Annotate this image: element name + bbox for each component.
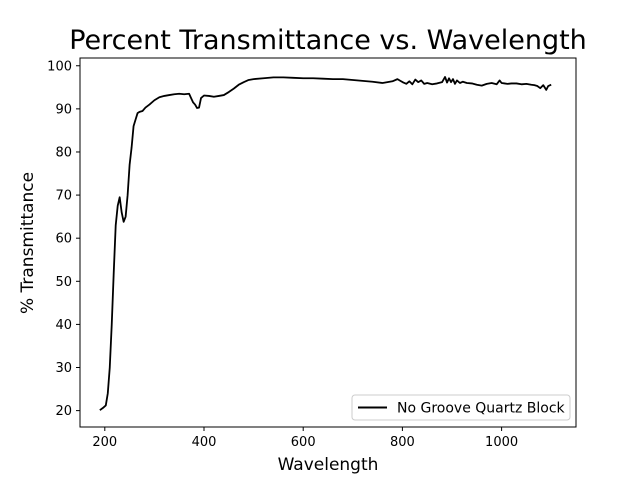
chart-title: Percent Transmittance vs. Wavelength <box>69 25 587 56</box>
plot-area: 200 400 600 800 1000 20 30 40 50 60 70 80 90 100 <box>47 57 577 450</box>
x-axis-ticks: 200 400 600 800 1000 <box>92 427 518 450</box>
y-tick-label: 60 <box>55 232 72 247</box>
legend: No Groove Quartz Block <box>351 394 571 421</box>
y-tick-label: 100 <box>47 59 72 74</box>
x-axis-label: Wavelength <box>278 455 379 475</box>
series-line-no-groove-quartz-block <box>99 76 552 411</box>
y-tick-label: 50 <box>55 275 72 290</box>
y-tick-label: 20 <box>55 404 72 419</box>
legend-box <box>351 394 571 421</box>
x-tick-label: 800 <box>390 435 415 450</box>
plot-frame <box>79 57 577 428</box>
x-tick-label: 400 <box>192 435 217 450</box>
y-axis-ticks: 20 30 40 50 60 70 80 90 100 <box>47 59 80 419</box>
x-tick-label: 1000 <box>485 435 518 450</box>
y-axis-label: % Transmittance <box>18 172 38 314</box>
x-tick-label: 600 <box>291 435 316 450</box>
y-tick-label: 30 <box>55 361 72 376</box>
series-layer <box>99 76 552 411</box>
y-tick-label: 80 <box>55 145 72 160</box>
y-tick-label: 70 <box>55 189 72 204</box>
legend-label: No Groove Quartz Block <box>397 401 566 417</box>
x-tick-label: 200 <box>92 435 117 450</box>
y-tick-label: 90 <box>55 102 72 117</box>
y-tick-label: 40 <box>55 318 72 333</box>
